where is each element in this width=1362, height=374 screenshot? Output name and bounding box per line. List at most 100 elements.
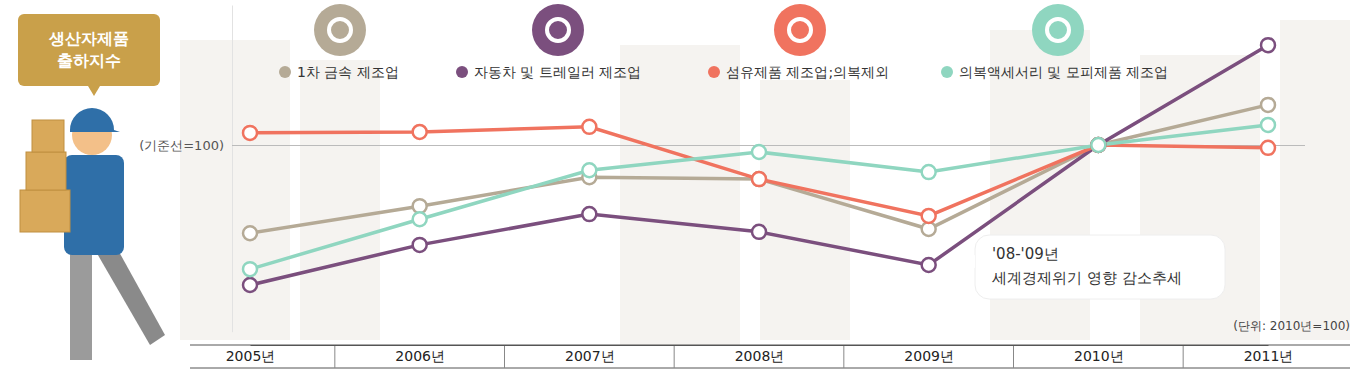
icon-circle	[532, 4, 584, 56]
series-point	[243, 262, 257, 276]
x-axis: 2005년 2006년 2007년 2008년 2009년 2010년 2011년	[226, 345, 1294, 364]
icon-circle	[1032, 4, 1084, 56]
series-point	[1091, 138, 1105, 152]
background	[180, 20, 1350, 345]
x-tick-label: 2007년	[565, 348, 615, 364]
x-tick: 2008년	[735, 345, 785, 364]
leg	[95, 250, 165, 345]
person	[20, 108, 165, 360]
series-point	[413, 238, 427, 252]
legend-marker	[456, 66, 468, 78]
series-point	[1261, 38, 1275, 52]
annotation-text: 세계경제위기 영향 감소추세	[992, 269, 1182, 287]
legend-label: 1차 금속 제조업	[297, 64, 399, 80]
subtitle: (단위: 2010년=100)	[1233, 319, 1350, 333]
series-point	[1261, 141, 1275, 155]
title: 생산자제품출하지수	[48, 29, 129, 70]
series-point	[582, 120, 596, 134]
icon-glyph	[547, 19, 569, 41]
x-tick: 2006년	[395, 345, 445, 364]
band-divider	[1013, 345, 1014, 368]
x-tick: 2007년	[565, 345, 615, 364]
leg	[70, 250, 92, 360]
series-point	[922, 165, 936, 179]
legend-marker	[708, 66, 720, 78]
band-divider	[334, 345, 335, 368]
band-divider	[1183, 345, 1184, 368]
band-divider	[674, 345, 675, 368]
series-line	[250, 105, 1268, 233]
y-axis: (기준선=100)	[139, 6, 1305, 333]
series-point	[243, 226, 257, 240]
annotation-pointer	[958, 255, 975, 268]
band-bottom	[190, 368, 1350, 369]
legend-icon	[774, 4, 826, 56]
x-tick: 2011년	[1244, 345, 1294, 364]
y-tick-label: (기준선=100)	[139, 138, 224, 153]
box	[32, 120, 64, 152]
x-tick: 2010년	[1074, 345, 1124, 364]
series-point	[922, 258, 936, 272]
series-point	[1091, 138, 1105, 152]
legend-marker	[279, 66, 291, 78]
annotation-text: '08-'09년	[992, 245, 1059, 263]
series-point	[413, 212, 427, 226]
x-tick-label: 2005년	[226, 348, 276, 364]
building	[620, 45, 740, 345]
badge-pointer	[88, 86, 100, 96]
x-axis-line	[251, 345, 1269, 346]
cap	[70, 108, 120, 132]
legend-icon	[314, 4, 366, 56]
legend-icon	[1032, 4, 1084, 56]
building	[300, 60, 380, 340]
legend-icon	[532, 4, 584, 56]
legend-label: 섬유제품 제조업;의복제외	[726, 64, 889, 80]
band-top	[190, 345, 1350, 346]
series-point	[922, 209, 936, 223]
icon-glyph	[329, 19, 351, 41]
icon-glyph	[1047, 19, 1069, 41]
series-point	[1261, 118, 1275, 132]
series-line	[250, 127, 1268, 216]
series-point	[752, 225, 766, 239]
x-tick-label: 2009년	[904, 348, 954, 364]
legend-label: 자동차 및 트레일러 제조업	[474, 64, 641, 80]
series-point	[582, 163, 596, 177]
chart-svg: 2005년 2006년 2007년 2008년 2009년 2010년 2011년 (기준선=…	[0, 0, 1362, 374]
series-point	[413, 125, 427, 139]
band-divider	[504, 345, 505, 368]
legend-label: 의복액세서리 및 모피제품 제조업	[959, 64, 1168, 80]
series-point	[1261, 98, 1275, 112]
building	[760, 80, 850, 340]
box	[26, 152, 66, 190]
x-tick: 2005년	[226, 345, 276, 364]
box	[20, 190, 70, 232]
x-tick-label: 2006년	[395, 348, 445, 364]
series-point	[752, 172, 766, 186]
x-tick: 2009년	[904, 345, 954, 364]
x-tick-label: 2011년	[1244, 348, 1294, 364]
chart-root: 2005년 2006년 2007년 2008년 2009년 2010년 2011년 (기준선=…	[0, 0, 1362, 374]
series-point	[582, 207, 596, 221]
band-divider	[843, 345, 844, 368]
annotation: '08-'09년세계경제위기 영향 감소추세	[958, 235, 1225, 299]
badge-box	[18, 14, 160, 86]
building	[180, 40, 290, 340]
icon-circle	[314, 4, 366, 56]
legend-marker	[941, 66, 953, 78]
y-axis-line	[232, 6, 233, 333]
series-point	[1091, 138, 1105, 152]
series-point	[752, 145, 766, 159]
series-point	[752, 172, 766, 186]
x-tick-label: 2010년	[1074, 348, 1124, 364]
series-point	[243, 126, 257, 140]
x-band	[190, 345, 1350, 368]
title-badge: 생산자제품출하지수	[18, 14, 160, 96]
annotation-box	[975, 235, 1225, 299]
icon-circle	[774, 4, 826, 56]
series-point	[1091, 138, 1105, 152]
building	[1140, 55, 1260, 345]
body	[64, 155, 124, 255]
building	[1280, 20, 1350, 340]
series-point	[243, 278, 257, 292]
